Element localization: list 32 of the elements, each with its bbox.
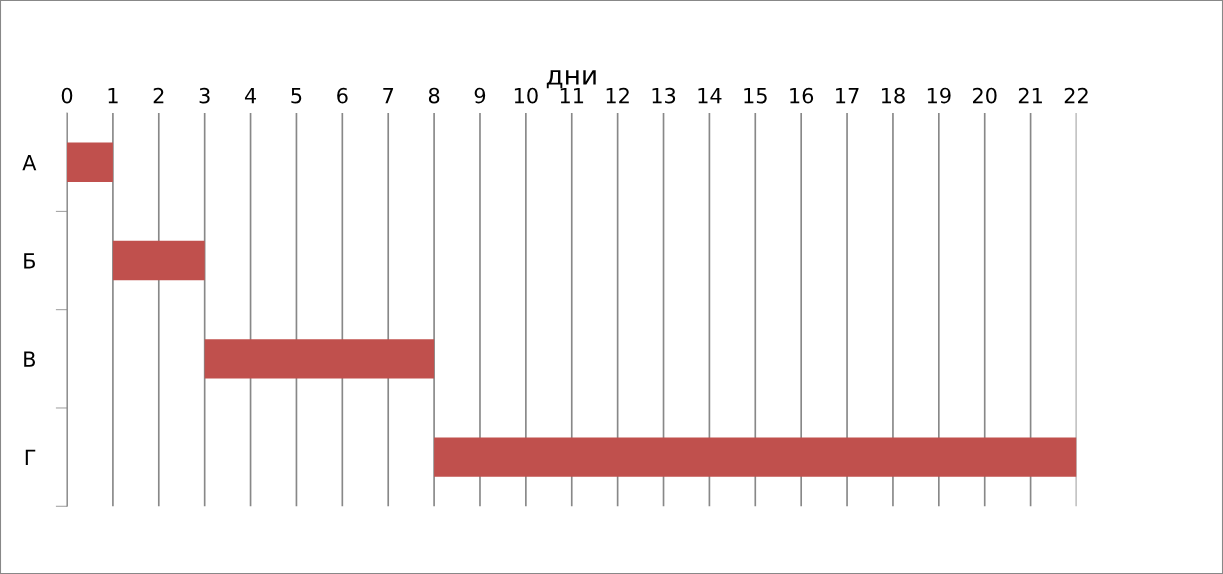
x-tick-label: 13 xyxy=(652,87,676,104)
x-tick-label: 3 xyxy=(199,87,210,104)
x-tick-label: 20 xyxy=(972,87,997,104)
bar xyxy=(434,437,1077,477)
x-tick-label: 18 xyxy=(881,87,905,104)
y-tick-label: Б xyxy=(24,253,35,269)
x-axis-title: дни xyxy=(546,70,596,89)
bar xyxy=(112,240,205,281)
y-tick-label: В xyxy=(24,351,35,367)
x-tick-label: 17 xyxy=(836,88,859,104)
x-tick-label: 14 xyxy=(698,88,722,104)
x-tick-label: 6 xyxy=(337,87,348,104)
x-tick-label: 0 xyxy=(61,87,73,104)
x-tick-label: 21 xyxy=(1018,87,1042,104)
x-tick-label: 16 xyxy=(790,87,814,104)
x-tick-label: 15 xyxy=(744,88,767,104)
x-tick-label: 2 xyxy=(153,87,164,104)
x-tick-label: 10 xyxy=(514,87,538,104)
y-tick-label: А xyxy=(22,154,37,171)
y-tick-label: Г xyxy=(25,449,36,466)
x-tick-label: 4 xyxy=(244,88,257,104)
x-tick-label: 19 xyxy=(927,87,951,104)
x-tick-label: 7 xyxy=(383,88,394,104)
x-tick-label: 1 xyxy=(108,88,118,104)
bar xyxy=(67,142,113,182)
x-tick-label: 22 xyxy=(1064,87,1088,104)
x-tick-label: 8 xyxy=(428,87,440,104)
x-tick-label: 11 xyxy=(560,88,584,104)
x-tick-label: 12 xyxy=(606,87,629,104)
x-tick-label: 5 xyxy=(291,88,302,104)
x-tick-label: 9 xyxy=(474,87,486,104)
bar xyxy=(204,339,435,379)
